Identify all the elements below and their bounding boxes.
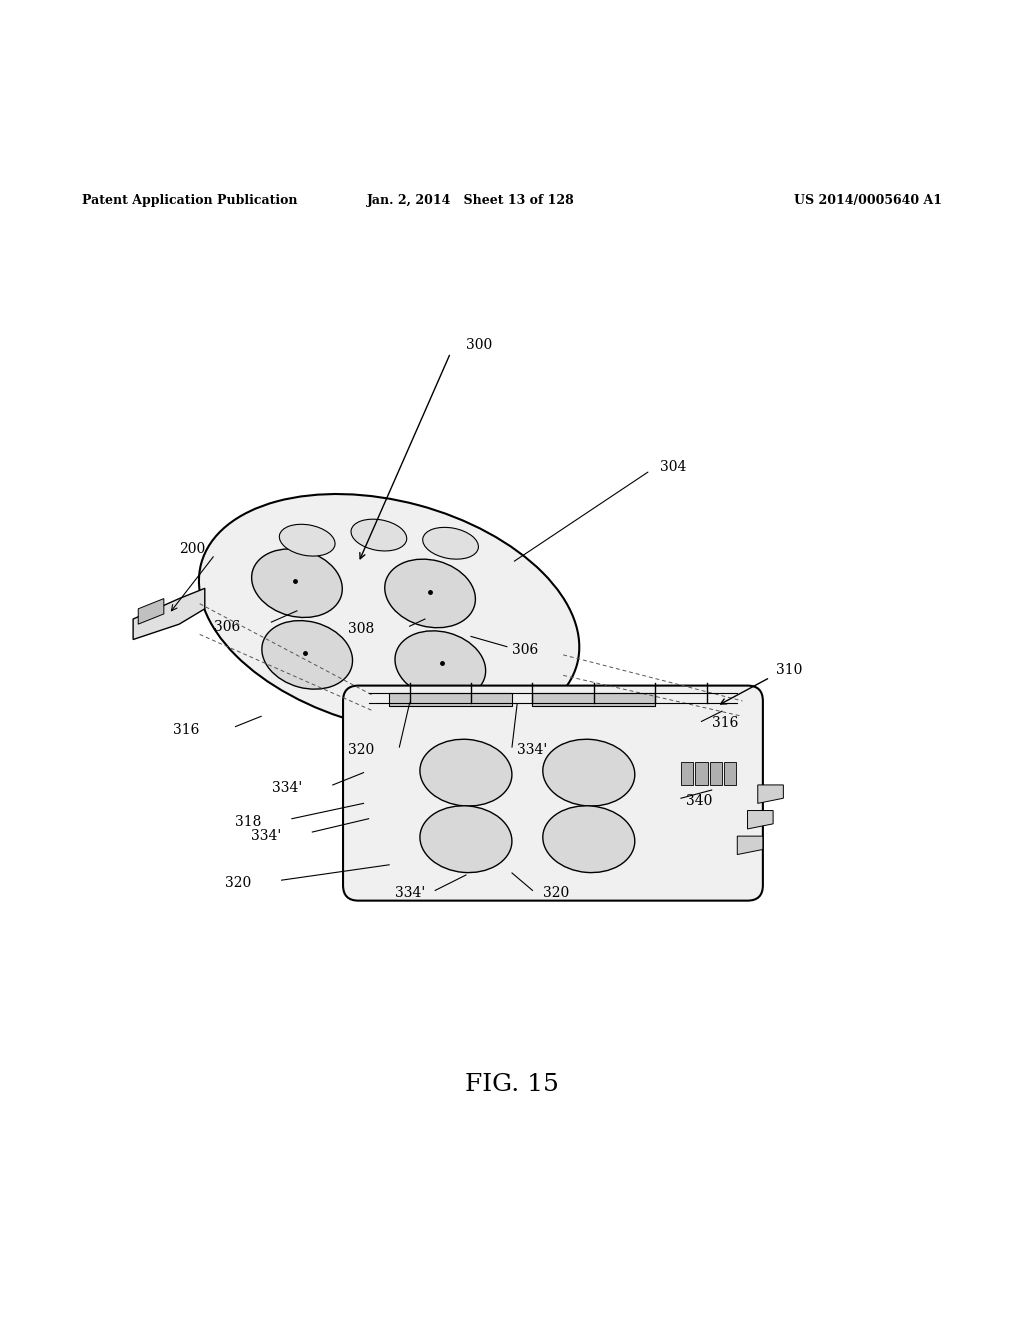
Text: 300: 300 bbox=[466, 338, 493, 351]
Polygon shape bbox=[133, 589, 205, 639]
Ellipse shape bbox=[423, 528, 478, 560]
Ellipse shape bbox=[385, 560, 475, 628]
Ellipse shape bbox=[395, 631, 485, 700]
Polygon shape bbox=[681, 763, 693, 785]
Ellipse shape bbox=[199, 494, 580, 734]
Text: 316: 316 bbox=[712, 717, 738, 730]
Text: 320: 320 bbox=[224, 876, 251, 890]
Text: US 2014/0005640 A1: US 2014/0005640 A1 bbox=[794, 194, 942, 207]
Polygon shape bbox=[724, 763, 736, 785]
Ellipse shape bbox=[543, 805, 635, 873]
Text: 334': 334' bbox=[251, 829, 282, 843]
Ellipse shape bbox=[543, 739, 635, 807]
Text: 316: 316 bbox=[173, 722, 200, 737]
Polygon shape bbox=[748, 810, 773, 829]
Text: 306: 306 bbox=[512, 643, 539, 657]
Polygon shape bbox=[710, 763, 722, 785]
Text: Patent Application Publication: Patent Application Publication bbox=[82, 194, 297, 207]
Polygon shape bbox=[695, 763, 708, 785]
Polygon shape bbox=[758, 785, 783, 804]
Ellipse shape bbox=[420, 805, 512, 873]
Text: 304: 304 bbox=[660, 461, 687, 474]
Text: 340: 340 bbox=[686, 795, 713, 808]
FancyBboxPatch shape bbox=[343, 685, 763, 900]
Ellipse shape bbox=[280, 524, 335, 556]
Text: 320: 320 bbox=[543, 887, 569, 900]
Text: 320: 320 bbox=[347, 743, 374, 758]
Text: 306: 306 bbox=[214, 620, 241, 634]
Text: 318: 318 bbox=[234, 814, 261, 829]
Ellipse shape bbox=[351, 519, 407, 550]
Text: 310: 310 bbox=[776, 663, 803, 677]
Ellipse shape bbox=[420, 739, 512, 807]
Text: Jan. 2, 2014   Sheet 13 of 128: Jan. 2, 2014 Sheet 13 of 128 bbox=[368, 194, 574, 207]
Text: 334': 334' bbox=[271, 781, 302, 795]
Polygon shape bbox=[532, 693, 655, 706]
Polygon shape bbox=[138, 598, 164, 624]
Text: 308: 308 bbox=[347, 622, 374, 636]
Text: 334': 334' bbox=[394, 887, 425, 900]
Polygon shape bbox=[737, 836, 763, 854]
Ellipse shape bbox=[252, 549, 342, 618]
Text: FIG. 15: FIG. 15 bbox=[465, 1073, 559, 1097]
Polygon shape bbox=[389, 693, 512, 706]
Text: 200: 200 bbox=[179, 543, 206, 557]
Text: 334': 334' bbox=[517, 743, 548, 758]
Ellipse shape bbox=[262, 620, 352, 689]
